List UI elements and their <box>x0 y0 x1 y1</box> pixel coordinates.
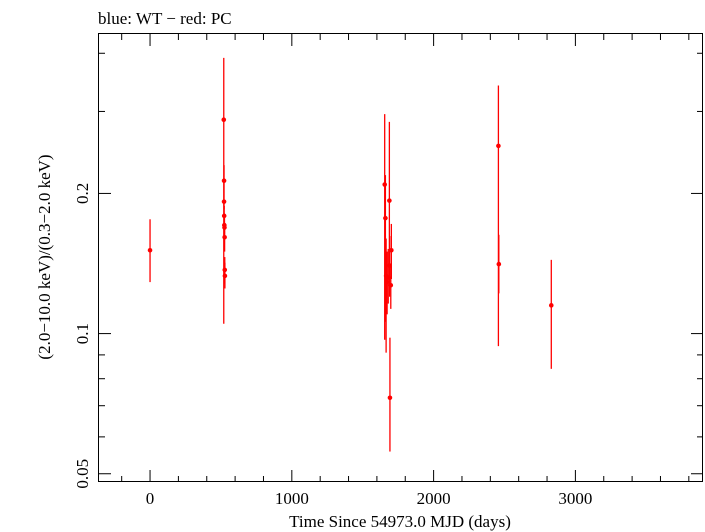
y-tick-label: 0.2 <box>73 183 92 204</box>
y-minor-ticks <box>99 52 703 438</box>
data-point <box>496 261 502 267</box>
data-point <box>222 225 227 230</box>
error-bars <box>149 57 552 452</box>
data-point <box>222 273 228 279</box>
chart-title: blue: WT − red: PC <box>98 9 232 28</box>
y-axis: 0.05 0.1 0.2 <box>73 183 703 489</box>
data-point <box>382 182 387 187</box>
x-tick-label: 1000 <box>275 489 309 508</box>
data-point <box>221 178 227 183</box>
data-point <box>389 247 394 253</box>
data-points <box>147 117 554 401</box>
x-axis-label: Time Since 54973.0 MJD (days) <box>289 512 511 531</box>
data-point <box>221 117 227 122</box>
x-tick-label: 3000 <box>558 489 592 508</box>
y-tick-label: 0.05 <box>73 459 92 489</box>
plot-frame <box>98 33 703 482</box>
data-point <box>387 198 392 203</box>
data-point <box>221 199 227 204</box>
data-point <box>548 303 554 308</box>
data-point <box>221 213 227 219</box>
y-tick-label: 0.1 <box>73 323 92 344</box>
data-point <box>387 395 393 401</box>
x-tick-label: 2000 <box>417 489 451 508</box>
data-point <box>147 247 153 253</box>
data-point <box>384 279 390 285</box>
data-point <box>385 275 391 280</box>
data-point <box>222 234 227 240</box>
data-point <box>387 263 392 268</box>
x-axis: 0 1000 2000 3000 <box>121 34 690 508</box>
y-axis-label: (2.0−10.0 keV)/(0.3−2.0 keV) <box>35 154 54 359</box>
x-tick-label: 0 <box>146 489 155 508</box>
data-point <box>222 267 228 273</box>
data-point <box>383 215 388 221</box>
data-point <box>496 143 501 149</box>
data-point <box>388 282 394 288</box>
